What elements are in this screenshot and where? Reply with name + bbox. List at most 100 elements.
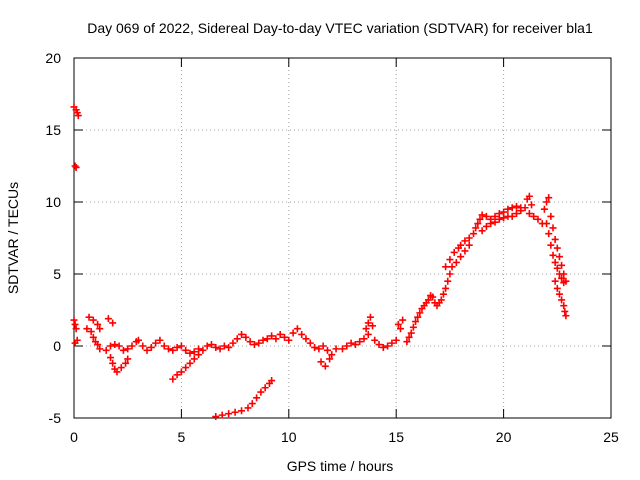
axis-ticks: 0 5 10 15 20 25 -5 0 5 10 15 20 bbox=[45, 50, 619, 445]
y-tick-label: 10 bbox=[45, 194, 61, 210]
data-point bbox=[71, 162, 79, 170]
data-point bbox=[351, 341, 359, 349]
data-point bbox=[242, 333, 250, 341]
data-point bbox=[412, 318, 420, 326]
data-point bbox=[525, 210, 533, 218]
data-point bbox=[96, 325, 104, 333]
data-point bbox=[111, 341, 119, 349]
data-point bbox=[203, 342, 211, 350]
data-point bbox=[216, 345, 224, 353]
data-point bbox=[182, 364, 190, 372]
data-point bbox=[328, 351, 336, 359]
data-point bbox=[326, 355, 334, 363]
data-point bbox=[482, 222, 490, 230]
data-point bbox=[272, 335, 280, 343]
data-point bbox=[409, 323, 417, 331]
data-point bbox=[553, 284, 561, 292]
data-point bbox=[558, 274, 566, 282]
data-point bbox=[323, 346, 331, 354]
data-point bbox=[71, 320, 79, 328]
data-point bbox=[229, 339, 237, 347]
data-point bbox=[528, 201, 536, 209]
data-point bbox=[429, 293, 437, 301]
data-point bbox=[134, 336, 142, 344]
data-point bbox=[547, 241, 555, 249]
data-point bbox=[104, 315, 112, 323]
data-point bbox=[450, 248, 458, 256]
data-point bbox=[117, 364, 125, 372]
data-point bbox=[72, 325, 80, 333]
data-point bbox=[173, 371, 181, 379]
data-point bbox=[268, 332, 276, 340]
data-point bbox=[124, 345, 132, 353]
data-point bbox=[143, 346, 151, 354]
data-point bbox=[371, 336, 379, 344]
data-point bbox=[281, 333, 289, 341]
data-point bbox=[500, 208, 508, 216]
data-point bbox=[102, 346, 110, 354]
y-tick-label: 20 bbox=[45, 50, 61, 66]
data-point bbox=[319, 342, 327, 350]
data-point bbox=[461, 247, 469, 255]
data-point bbox=[457, 253, 465, 261]
data-point bbox=[268, 377, 276, 385]
data-point bbox=[139, 342, 147, 350]
data-point bbox=[124, 355, 132, 363]
x-tick-label: 0 bbox=[70, 429, 78, 445]
data-point bbox=[508, 204, 516, 212]
data-point bbox=[94, 320, 102, 328]
data-point bbox=[439, 290, 447, 298]
data-point bbox=[263, 335, 271, 343]
data-point bbox=[244, 404, 252, 412]
data-point bbox=[248, 400, 256, 408]
data-point bbox=[416, 309, 424, 317]
data-point bbox=[549, 251, 557, 259]
data-point bbox=[364, 330, 372, 338]
data-point bbox=[553, 244, 561, 252]
x-tick-label: 5 bbox=[178, 429, 186, 445]
data-point bbox=[384, 342, 392, 350]
data-point bbox=[302, 335, 310, 343]
data-point bbox=[250, 341, 258, 349]
data-point bbox=[446, 270, 454, 278]
data-point bbox=[109, 359, 117, 367]
data-point bbox=[388, 339, 396, 347]
y-axis-label: SDTVAR / TECUs bbox=[5, 182, 21, 294]
data-points bbox=[70, 103, 570, 421]
data-point bbox=[470, 230, 478, 238]
data-point bbox=[147, 343, 155, 351]
data-point bbox=[94, 341, 102, 349]
data-point bbox=[119, 346, 127, 354]
chart-title: Day 069 of 2022, Sidereal Day-to-day VTE… bbox=[87, 20, 593, 36]
data-point bbox=[238, 330, 246, 338]
data-point bbox=[238, 407, 246, 415]
data-point bbox=[169, 375, 177, 383]
data-point bbox=[347, 339, 355, 347]
data-point bbox=[311, 343, 319, 351]
data-point bbox=[71, 339, 79, 347]
data-point bbox=[199, 346, 207, 354]
data-point bbox=[122, 359, 130, 367]
data-point bbox=[478, 227, 486, 235]
data-point bbox=[446, 256, 454, 264]
data-point bbox=[212, 413, 220, 421]
data-point bbox=[339, 345, 346, 353]
data-point bbox=[530, 212, 538, 220]
data-point bbox=[321, 362, 329, 370]
data-point bbox=[396, 325, 404, 333]
data-point bbox=[555, 290, 563, 298]
data-point bbox=[128, 342, 136, 350]
data-point bbox=[107, 354, 115, 362]
data-point bbox=[558, 261, 566, 269]
data-point bbox=[478, 211, 486, 219]
data-point bbox=[246, 338, 254, 346]
data-point bbox=[190, 355, 198, 363]
data-point bbox=[405, 333, 413, 341]
data-point bbox=[360, 335, 368, 343]
y-tick-label: 5 bbox=[53, 266, 61, 282]
data-point bbox=[220, 342, 228, 350]
data-point bbox=[177, 368, 185, 376]
data-point bbox=[551, 235, 559, 243]
data-point bbox=[315, 345, 323, 353]
data-point bbox=[553, 264, 561, 272]
